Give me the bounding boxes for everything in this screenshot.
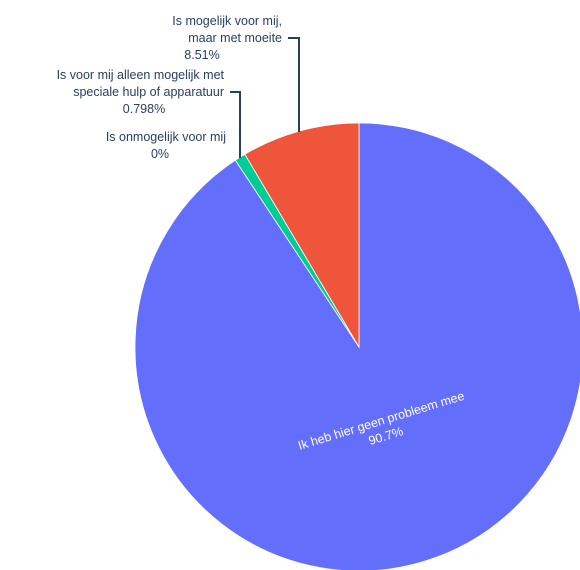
leader-lines xyxy=(230,37,300,159)
slice-label-is-onmogelijk-voor-mij: Is onmogelijk voor mij 0% xyxy=(106,130,226,161)
slice-ik-heb-hier-geen-probleem-mee xyxy=(134,122,580,570)
slice-label-line: Is voor mij alleen mogelijk met xyxy=(57,68,225,82)
slice-label-line: Is onmogelijk voor mij xyxy=(106,130,226,144)
leader-line-is-voor-mij-alleen-mogelijk-met-speciale-hulp-of-apparatuur xyxy=(230,91,241,159)
slice-value: 8.51% xyxy=(184,48,219,62)
slice-label-line: Is mogelijk voor mij, xyxy=(172,14,282,28)
pie-slices xyxy=(134,122,580,570)
slice-label-is-mogelijk-voor-mij-maar-met-moeite: Is mogelijk voor mij, maar met moeite 8.51… xyxy=(172,14,282,62)
slice-label-line: maar met moeite xyxy=(188,31,282,45)
slice-label-is-voor-mij-alleen-mogelijk-met-speciale-hulp-of-apparatuur: Is voor mij alleen mogelijk met speciale … xyxy=(57,68,225,116)
slice-label-line: speciale hulp of apparatuur xyxy=(73,85,224,99)
slice-value: 0% xyxy=(151,147,169,161)
slice-value: 0.798% xyxy=(123,102,165,116)
leader-line-is-mogelijk-voor-mij-maar-met-moeite xyxy=(288,37,300,132)
